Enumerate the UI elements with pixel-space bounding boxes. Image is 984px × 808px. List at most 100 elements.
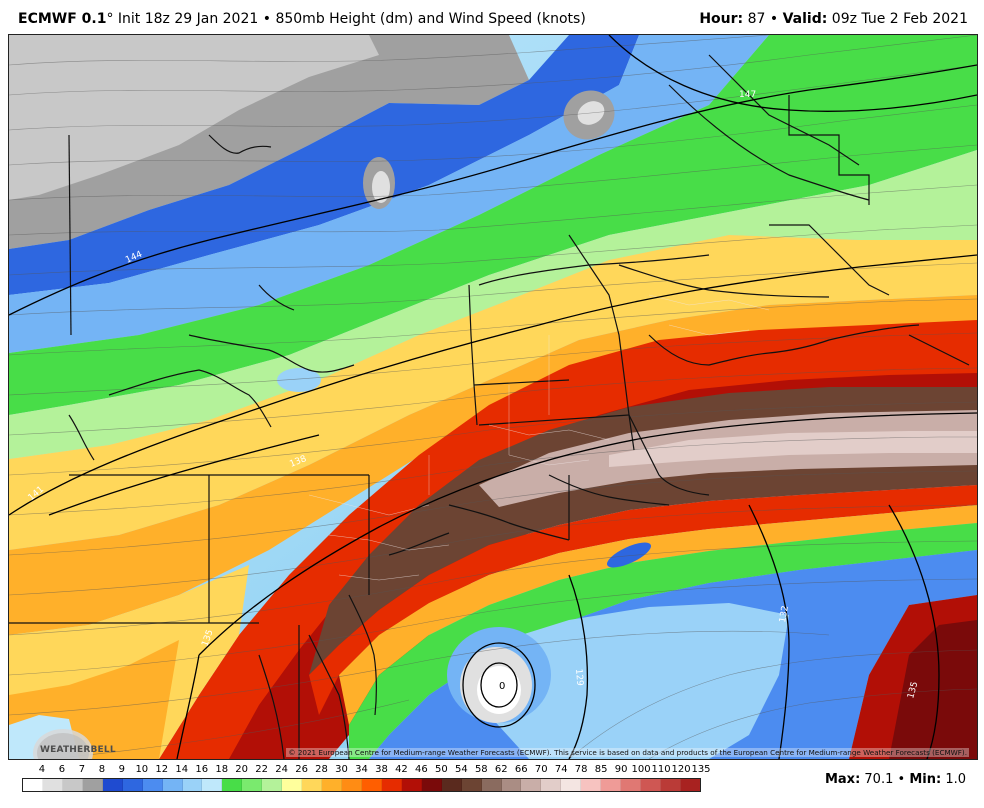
min-label: Min: (909, 772, 942, 787)
init-time: Init 18z 29 Jan 2021 (117, 11, 259, 27)
weatherbell-logo: WEATHERBELL (27, 725, 116, 759)
legend-swatch (641, 779, 661, 791)
legend-label: 4 (38, 764, 46, 775)
legend-swatch (62, 779, 83, 791)
legend-swatch (621, 779, 642, 791)
legend-swatch (82, 779, 103, 791)
legend-labels: 4 6 7 8 9 10 12 14 16 18 20 22 24 26 28 30 34 38 42 46 50 54 5… (22, 764, 711, 778)
legend-label: 6 (58, 764, 66, 775)
max-value: 70.1 (864, 772, 894, 787)
logo-svg (33, 729, 93, 759)
contour-label-low: 0 (499, 681, 505, 692)
right-bullet: • (769, 11, 779, 27)
light-gray-wind-zone (9, 35, 379, 200)
legend-label: 58 (474, 764, 488, 775)
legend-label: 135 (691, 764, 711, 775)
legend-label: 110 (651, 764, 671, 775)
legend-swatch (202, 779, 223, 791)
stats-readout: Max: 70.1 • Min: 1.0 (825, 772, 966, 787)
legend-swatch (601, 779, 622, 791)
legend-swatch (541, 779, 562, 791)
legend-label: 24 (275, 764, 288, 775)
legend-label: 42 (395, 764, 408, 775)
legend-label: 34 (355, 764, 368, 775)
legend-label: 18 (215, 764, 229, 775)
legend-label: 8 (98, 764, 106, 775)
legend-label: 74 (554, 764, 568, 775)
contour-label-147: 147 (739, 90, 756, 100)
coastlines (9, 54, 970, 759)
valid-value: 09z Tue 2 Feb 2021 (831, 11, 968, 27)
blue-wind-zone (9, 35, 639, 295)
hour-value: 87 (747, 11, 766, 27)
legend-label: 120 (671, 764, 691, 775)
legend-swatch (581, 779, 602, 791)
weather-map: 147 144 141 138 135 132 129 135 0 WEATHE… (8, 34, 978, 760)
legend-swatch (381, 779, 402, 791)
ocean-dark-patch (606, 542, 652, 568)
contour-label-135-east: 135 (906, 681, 920, 700)
legend-swatch (122, 779, 143, 791)
height-contours (9, 35, 977, 759)
county-lines (308, 294, 770, 581)
legend-swatch (322, 779, 342, 791)
ocean-light-blue-zone (489, 603, 789, 759)
legend-swatch (242, 779, 263, 791)
legend-label: 100 (631, 764, 651, 775)
legend-label: 16 (195, 764, 209, 775)
yellow-wind-zone (9, 235, 977, 550)
legend-label: 54 (454, 764, 468, 775)
valid-label: Valid: (782, 11, 828, 27)
legend-swatch (262, 779, 283, 791)
model-name: ECMWF 0.1 (18, 11, 107, 27)
legend-label: 14 (175, 764, 189, 775)
legend-label: 28 (315, 764, 328, 775)
logo-text: WEATHERBELL (40, 745, 116, 755)
legend-swatch (42, 779, 63, 791)
min-value: 1.0 (945, 772, 966, 787)
legend-swatch (102, 779, 123, 791)
southern-red-fringe (309, 485, 977, 715)
legend-swatch (461, 779, 482, 791)
title-bar: ECMWF 0.1° Init 18z 29 Jan 2021 • 850mb … (0, 0, 984, 34)
legend-swatch (421, 779, 442, 791)
legend-swatch (661, 779, 681, 791)
legend-label: 30 (335, 764, 348, 775)
legend-swatch (680, 779, 700, 791)
title-left: ECMWF 0.1° Init 18z 29 Jan 2021 • 850mb … (18, 11, 586, 27)
gray-patch-a-core (372, 171, 390, 203)
legend-label: 20 (235, 764, 249, 775)
lake-ontario-patch (277, 368, 321, 392)
legend-label: 66 (514, 764, 528, 775)
legend-swatch (401, 779, 422, 791)
pale-green-wind-zone (9, 150, 977, 459)
legend-swatch (282, 779, 303, 791)
orange-wind-zone (9, 295, 977, 635)
legend-swatch (481, 779, 502, 791)
product-name: 850mb Height (dm) and Wind Speed (knots) (275, 11, 586, 27)
legend-label: 7 (78, 764, 86, 775)
legend-label: 12 (155, 764, 169, 775)
legend-label: 50 (435, 764, 448, 775)
legend-label: 70 (534, 764, 548, 775)
legend-swatch (142, 779, 163, 791)
color-legend (22, 778, 701, 792)
map-svg: 147 144 141 138 135 132 129 135 0 (9, 35, 977, 759)
legend-swatch (162, 779, 183, 791)
stats-bullet: • (897, 772, 906, 787)
legend-label: 22 (255, 764, 268, 775)
legend-label: 10 (135, 764, 149, 775)
legend-label: 9 (118, 764, 126, 775)
green-wind-zone (9, 35, 977, 415)
legend-swatch (182, 779, 203, 791)
legend-swatch (501, 779, 522, 791)
legend-swatch (561, 779, 582, 791)
legend-swatch (222, 779, 243, 791)
contour-label-129: 129 (573, 668, 584, 686)
legend-label: 85 (594, 764, 608, 775)
copyright-text: © 2021 European Centre for Medium-range … (286, 748, 969, 757)
jet-max-zone (609, 431, 977, 467)
legend-swatch (302, 779, 323, 791)
legend-label: 38 (375, 764, 388, 775)
degree-sign: ° (106, 11, 114, 27)
